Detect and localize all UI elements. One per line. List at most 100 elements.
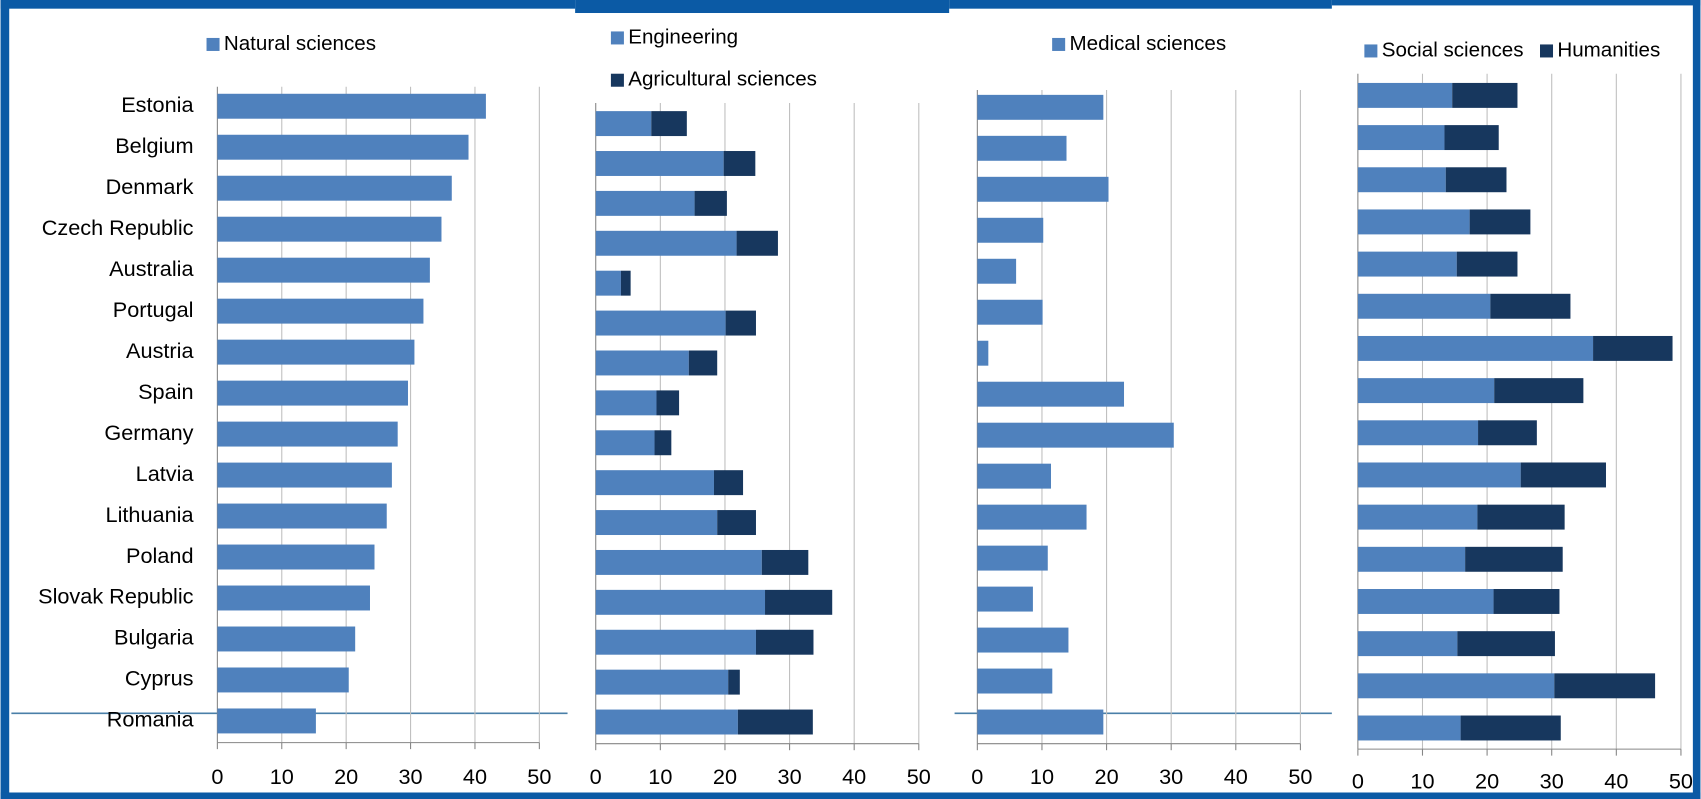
legend-swatch <box>1052 37 1066 51</box>
x-tick-label: 10 <box>1410 768 1434 793</box>
x-tick-label: 20 <box>1095 764 1119 789</box>
bar <box>1490 293 1571 319</box>
bar <box>217 585 370 611</box>
bar <box>217 503 387 529</box>
bar <box>217 175 452 201</box>
bar <box>654 430 672 456</box>
bar <box>688 350 718 376</box>
legend-swatch <box>610 31 624 45</box>
bar <box>1465 546 1563 572</box>
bar <box>1444 125 1499 151</box>
bar <box>217 421 398 447</box>
bar <box>1494 378 1584 404</box>
bar <box>1593 335 1673 361</box>
bar <box>1357 673 1555 699</box>
bar <box>1357 167 1446 193</box>
x-tick-label: 50 <box>1669 768 1693 793</box>
bar <box>1456 251 1518 277</box>
bar <box>977 545 1048 571</box>
frame-top <box>1331 0 1701 6</box>
legend-label: Humanities <box>1557 38 1660 61</box>
bar <box>694 190 727 216</box>
category-label: Portugal <box>113 297 194 322</box>
bar <box>977 709 1104 735</box>
bar <box>977 381 1125 407</box>
x-tick-label: 30 <box>1159 764 1183 789</box>
bar <box>595 270 621 296</box>
x-tick-label: 40 <box>463 764 487 789</box>
legend-item: Engineering <box>610 25 738 48</box>
bar <box>1357 420 1479 446</box>
category-label: Estonia <box>121 92 194 117</box>
bar <box>761 549 809 575</box>
bar <box>977 422 1174 448</box>
bar <box>217 380 408 406</box>
legend-label: Medical sciences <box>1069 32 1226 55</box>
bar <box>595 510 718 536</box>
frame-bottom <box>0 792 1701 799</box>
bar <box>765 589 833 615</box>
bar <box>1493 589 1560 614</box>
category-label: Slovak Republic <box>38 584 194 609</box>
bar <box>1357 462 1521 488</box>
bar <box>977 94 1104 120</box>
bar <box>977 340 989 366</box>
bar <box>595 310 726 336</box>
bar <box>755 629 814 655</box>
bar <box>1478 420 1537 446</box>
bar <box>1460 715 1561 741</box>
x-tick-label: 10 <box>1030 764 1054 789</box>
legend-item: Natural sciences <box>206 32 376 55</box>
bar <box>1357 251 1457 277</box>
bar <box>651 111 687 137</box>
bar <box>595 549 762 575</box>
bar <box>1357 715 1461 741</box>
bar <box>217 134 469 160</box>
legend-item: Agricultural sciences <box>610 68 817 91</box>
legend-swatch <box>1364 44 1378 58</box>
bar <box>977 668 1053 694</box>
bar <box>217 462 392 488</box>
bar <box>595 151 724 176</box>
bar <box>1357 378 1495 404</box>
bar <box>217 626 356 652</box>
x-tick-label: 30 <box>1540 768 1564 793</box>
legend-swatch <box>1540 44 1554 58</box>
category-label: Australia <box>109 256 194 281</box>
bar <box>737 709 813 735</box>
x-tick-label: 30 <box>778 764 802 789</box>
bar <box>977 217 1044 243</box>
bar <box>977 586 1033 612</box>
bar <box>595 430 655 456</box>
frame-top <box>0 0 576 9</box>
x-tick-label: 30 <box>399 764 423 789</box>
bar <box>595 390 657 416</box>
bar <box>1457 631 1555 657</box>
bar <box>977 627 1069 653</box>
x-tick-label: 40 <box>1224 764 1248 789</box>
x-tick-label: 50 <box>527 764 551 789</box>
legend-swatch <box>206 37 220 51</box>
bar <box>1357 82 1453 108</box>
x-tick-label: 50 <box>907 764 931 789</box>
x-tick-label: 0 <box>211 764 223 789</box>
legend-item: Humanities <box>1540 38 1660 61</box>
bar <box>725 310 756 336</box>
bar <box>620 270 631 296</box>
bar <box>977 176 1109 202</box>
bar <box>977 258 1017 284</box>
bar <box>656 390 680 416</box>
bar <box>713 470 744 496</box>
frame-right <box>1692 0 1701 799</box>
bar <box>723 151 756 176</box>
x-tick-label: 40 <box>842 764 866 789</box>
bar <box>595 589 766 615</box>
bar <box>217 667 349 693</box>
bar <box>1357 293 1491 319</box>
bar <box>1445 167 1507 193</box>
bar <box>217 257 430 283</box>
x-tick-label: 50 <box>1288 764 1312 789</box>
legend-item: Medical sciences <box>1052 32 1226 55</box>
category-label: Lithuania <box>106 502 195 527</box>
